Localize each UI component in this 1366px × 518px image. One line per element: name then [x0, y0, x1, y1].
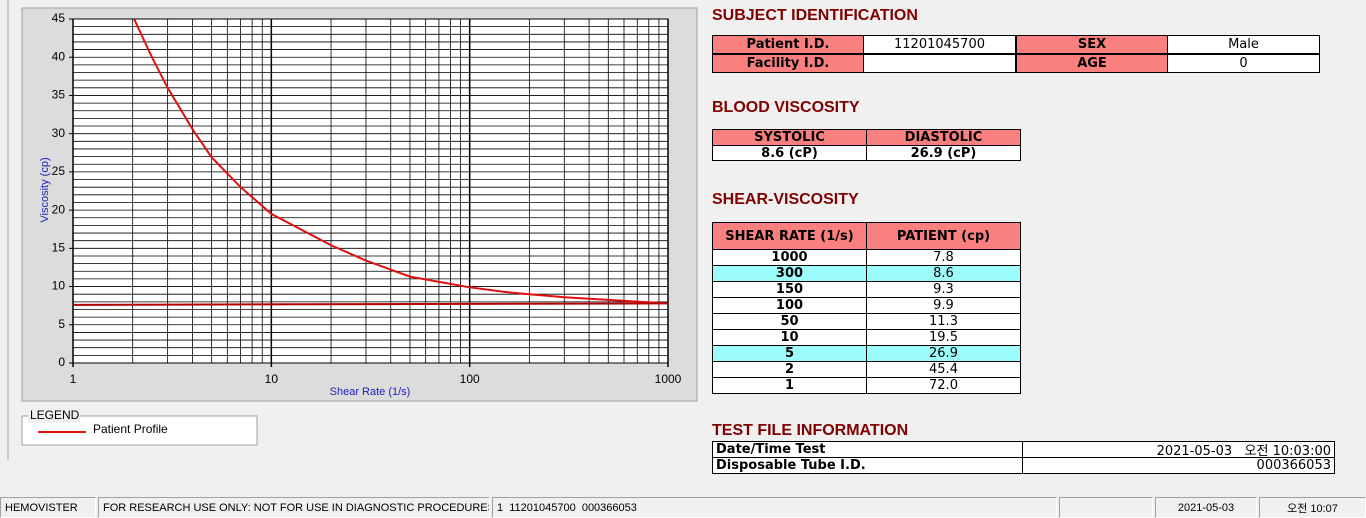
x-tick-label: 100	[460, 372, 480, 386]
column-header: SHEAR RATE (1/s)	[712, 222, 867, 250]
cell: 11.3	[866, 313, 1021, 330]
cell: 50	[712, 313, 867, 330]
cell: 10	[712, 329, 867, 346]
status-panel: FOR RESEARCH USE ONLY: NOT FOR USE IN DI…	[98, 497, 490, 518]
series-line	[133, 19, 668, 305]
cell: 150	[712, 281, 867, 298]
cell: 1000	[712, 249, 867, 266]
y-tick-label: 40	[52, 49, 66, 63]
cell: 100	[712, 297, 867, 314]
field-label: AGE	[1016, 54, 1168, 73]
y-tick-label: 20	[52, 202, 66, 216]
legend-title-bg	[28, 409, 80, 423]
x-axis-label: Shear Rate (1/s)	[330, 386, 411, 398]
cell: 2	[712, 361, 867, 378]
cell: 9.3	[866, 281, 1021, 298]
y-tick-label: 0	[58, 355, 65, 369]
field-label: Disposable Tube I.D.	[712, 457, 1023, 474]
status-panel: 2021-05-03	[1155, 497, 1257, 518]
cell: 5	[712, 345, 867, 362]
field-value: Male	[1167, 35, 1320, 54]
column-header: DIASTOLIC	[866, 129, 1021, 146]
status-panel	[1059, 497, 1153, 518]
cell: 8.6	[866, 265, 1021, 282]
cell: 9.9	[866, 297, 1021, 314]
chart: Shear Rate (1/s) Viscosity (cp) LEGEND P…	[7, 0, 698, 460]
field-label: Date/Time Test	[712, 441, 1023, 458]
section-title: SUBJECT IDENTIFICATION	[712, 7, 918, 24]
cell: 8.6 (cP)	[712, 145, 867, 161]
status-panel: 1 11201045700 000366053	[492, 497, 1057, 518]
field-label: Patient I.D.	[712, 35, 864, 54]
y-tick-label: 10	[52, 279, 66, 293]
cell: 26.9 (cP)	[866, 145, 1021, 161]
legend-label: Patient Profile	[93, 422, 168, 436]
section-title: BLOOD VISCOSITY	[712, 99, 860, 116]
cell: 7.8	[866, 249, 1021, 266]
status-panel: 오전 10:07	[1259, 497, 1366, 518]
column-header: PATIENT (cp)	[866, 222, 1021, 250]
y-tick-label: 5	[58, 317, 65, 331]
column-header: SYSTOLIC	[712, 129, 867, 146]
field-label: SEX	[1016, 35, 1168, 54]
field-value: 2021-05-03 오전 10:03:00	[1022, 441, 1335, 458]
cell: 1	[712, 377, 867, 394]
field-label: Facility I.D.	[712, 54, 864, 73]
field-value: 0	[1167, 54, 1320, 73]
section-title: SHEAR-VISCOSITY	[712, 191, 859, 208]
y-tick-label: 30	[52, 126, 66, 140]
series-line	[73, 302, 668, 306]
y-tick-label: 35	[52, 88, 66, 102]
field-value: 000366053	[1022, 457, 1335, 474]
plot-area	[72, 18, 669, 364]
x-tick-label: 10	[265, 372, 279, 386]
cell: 19.5	[866, 329, 1021, 346]
y-tick-label: 15	[52, 241, 66, 255]
field-value: 11201045700	[863, 35, 1016, 54]
y-tick-label: 45	[52, 11, 66, 25]
x-tick-label: 1000	[655, 372, 682, 386]
section-title: TEST FILE INFORMATION	[712, 422, 909, 439]
cell: 300	[712, 265, 867, 282]
cell: 72.0	[866, 377, 1021, 394]
cell: 45.4	[866, 361, 1021, 378]
x-tick-label: 1	[70, 372, 77, 386]
y-axis-label: Viscosity (cp)	[39, 157, 51, 222]
y-tick-label: 25	[52, 164, 66, 178]
cell: 26.9	[866, 345, 1021, 362]
status-panel: HEMOVISTER	[0, 497, 96, 518]
legend-title: LEGEND	[30, 408, 80, 422]
field-value	[863, 54, 1016, 73]
